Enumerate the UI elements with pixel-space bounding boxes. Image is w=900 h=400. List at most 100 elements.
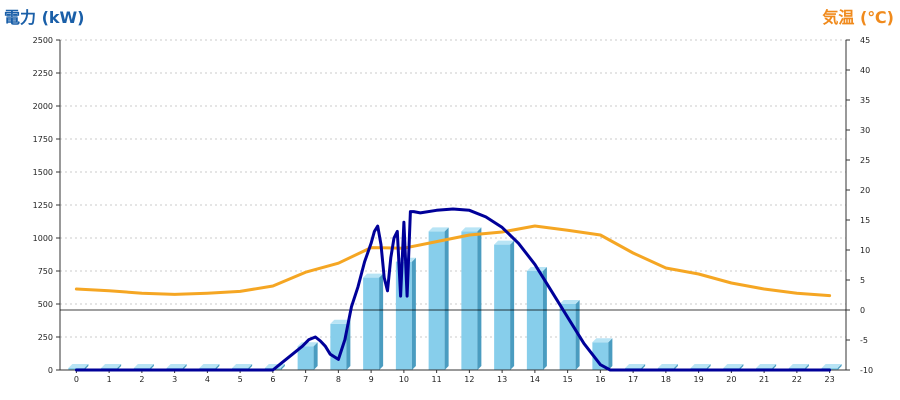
x-tick-label: 0 bbox=[74, 375, 79, 384]
left-tick-label: 2000 bbox=[33, 102, 53, 111]
x-tick-label: 2 bbox=[139, 375, 144, 384]
bar-face bbox=[363, 277, 380, 370]
bar-top bbox=[821, 364, 842, 368]
x-tick-label: 17 bbox=[628, 375, 638, 384]
bar-top bbox=[363, 273, 384, 278]
grid-layer bbox=[60, 39, 846, 338]
left-tick-label: 1000 bbox=[33, 234, 53, 243]
bar bbox=[363, 273, 384, 370]
right-tick-label: 5 bbox=[860, 276, 865, 285]
x-tick-label: 16 bbox=[595, 375, 605, 384]
bar-top bbox=[166, 364, 187, 368]
x-tick-label: 1 bbox=[107, 375, 112, 384]
right-tick-label: 20 bbox=[860, 186, 870, 195]
x-tick-label: 4 bbox=[205, 375, 210, 384]
x-tick-label: 22 bbox=[792, 375, 802, 384]
bar-side bbox=[510, 240, 515, 370]
left-tick-label: 0 bbox=[48, 366, 53, 375]
bar-top bbox=[559, 300, 580, 304]
bar-top bbox=[428, 227, 449, 232]
x-tick-label: 3 bbox=[172, 375, 177, 384]
bar-side bbox=[280, 364, 285, 370]
bar-face bbox=[461, 231, 478, 370]
bar bbox=[559, 300, 580, 370]
x-tick-label: 9 bbox=[369, 375, 374, 384]
right-tick-label: 25 bbox=[860, 156, 870, 165]
x-tick-label: 15 bbox=[563, 375, 573, 384]
left-axis-title: 電力 (kW) bbox=[4, 8, 85, 27]
right-tick-label: -5 bbox=[860, 336, 868, 345]
bar bbox=[592, 338, 613, 370]
bar-side bbox=[837, 364, 842, 370]
x-tick-label: 23 bbox=[825, 375, 835, 384]
left-tick-label: 1750 bbox=[33, 135, 53, 144]
bar-top bbox=[592, 338, 613, 343]
right-tick-label: -10 bbox=[860, 366, 873, 375]
bar-top bbox=[101, 364, 122, 368]
temperature-line bbox=[74, 224, 832, 298]
left-tick-label: 1500 bbox=[33, 168, 53, 177]
x-tick-label: 7 bbox=[303, 375, 308, 384]
bar-top bbox=[723, 364, 744, 368]
right-tick-label: 35 bbox=[860, 96, 870, 105]
x-tick-label: 6 bbox=[270, 375, 275, 384]
left-tick-label: 2500 bbox=[33, 36, 53, 45]
x-tick-label: 21 bbox=[759, 375, 769, 384]
bar-face bbox=[526, 271, 543, 370]
bar-side bbox=[379, 273, 384, 370]
bar-side bbox=[542, 267, 547, 370]
right-tick-label: 15 bbox=[860, 216, 870, 225]
bar bbox=[297, 342, 318, 370]
bar-face bbox=[592, 342, 609, 370]
x-tick-label: 11 bbox=[432, 375, 442, 384]
bar-top bbox=[788, 364, 809, 368]
bar-top bbox=[133, 364, 154, 368]
right-tick-label: 0 bbox=[860, 306, 865, 315]
x-tick-label: 18 bbox=[661, 375, 671, 384]
bar-top bbox=[494, 240, 515, 245]
right-tick-label: 10 bbox=[860, 246, 870, 255]
label-layer: 02505007501000125015001750200022502500-1… bbox=[33, 36, 873, 384]
x-tick-label: 19 bbox=[694, 375, 704, 384]
left-tick-label: 500 bbox=[38, 300, 53, 309]
bar-top bbox=[461, 227, 482, 232]
bar-side bbox=[477, 227, 482, 370]
bar-top bbox=[690, 364, 711, 368]
bar-top bbox=[756, 364, 777, 368]
x-tick-label: 14 bbox=[530, 375, 540, 384]
right-tick-label: 30 bbox=[860, 126, 870, 135]
left-tick-label: 750 bbox=[38, 267, 53, 276]
x-tick-label: 20 bbox=[726, 375, 736, 384]
bar bbox=[461, 227, 482, 370]
bar bbox=[494, 240, 515, 370]
bar-side bbox=[411, 257, 416, 370]
bar-top bbox=[199, 364, 220, 368]
bar-top bbox=[232, 364, 253, 368]
axis-layer bbox=[56, 39, 850, 373]
x-tick-label: 10 bbox=[399, 375, 409, 384]
bar bbox=[428, 227, 449, 370]
left-tick-label: 2250 bbox=[33, 69, 53, 78]
line-layer bbox=[74, 207, 832, 372]
right-tick-label: 40 bbox=[860, 66, 870, 75]
right-axis-title: 気温 (℃) bbox=[822, 8, 894, 27]
bar-face bbox=[494, 244, 511, 370]
left-tick-label: 250 bbox=[38, 333, 53, 342]
power-line bbox=[74, 207, 832, 372]
right-tick-label: 45 bbox=[860, 36, 870, 45]
bar-face bbox=[297, 346, 314, 370]
bar-side bbox=[608, 338, 613, 370]
x-tick-label: 12 bbox=[464, 375, 474, 384]
left-tick-label: 1250 bbox=[33, 201, 53, 210]
bar-face bbox=[428, 231, 445, 370]
bar-side bbox=[444, 227, 449, 370]
bar-face bbox=[559, 304, 576, 370]
bar-top bbox=[330, 319, 351, 324]
bar-top bbox=[625, 364, 646, 368]
x-tick-label: 8 bbox=[336, 375, 341, 384]
bar-side bbox=[313, 342, 318, 370]
bar-top bbox=[657, 364, 678, 368]
x-tick-label: 5 bbox=[238, 375, 243, 384]
x-tick-label: 13 bbox=[497, 375, 507, 384]
